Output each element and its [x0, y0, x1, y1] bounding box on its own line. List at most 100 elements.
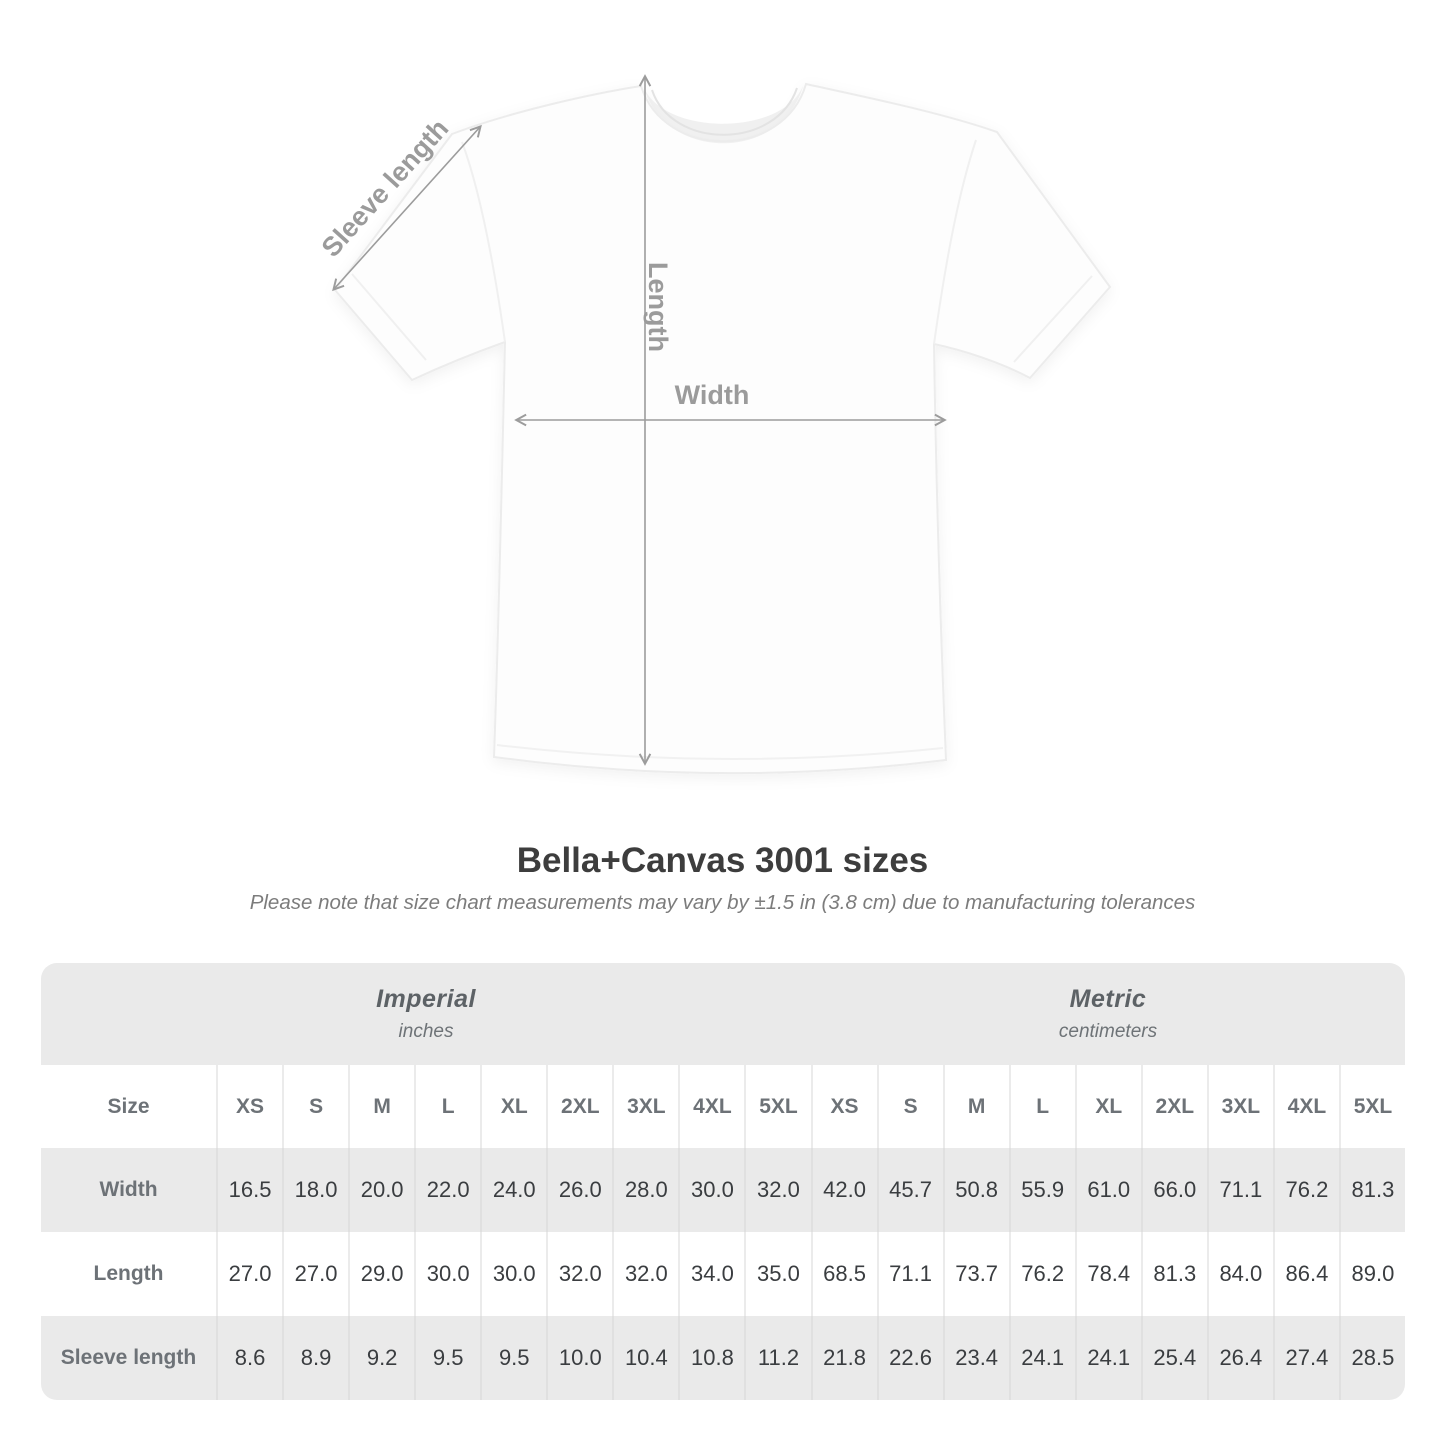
- cell-imperial-width-xs: 16.5: [216, 1148, 282, 1232]
- sleeve-length-arrow: [332, 124, 482, 292]
- cell-metric-sleeve-length-5xl: 28.5: [1338, 1316, 1405, 1400]
- cell-metric-width-2xl: 66.0: [1140, 1148, 1207, 1232]
- size-header-imperial-m: M: [348, 1065, 414, 1148]
- cell-metric-length-s: 71.1: [876, 1232, 943, 1316]
- cell-imperial-length-2xl: 32.0: [546, 1232, 612, 1316]
- cell-imperial-width-2xl: 26.0: [546, 1148, 612, 1232]
- tshirt-diagram: Sleeve length Length Width: [310, 55, 1140, 795]
- cell-metric-sleeve-length-xs: 21.8: [810, 1316, 877, 1400]
- cell-metric-length-xs: 68.5: [810, 1232, 877, 1316]
- cell-metric-sleeve-length-xl: 24.1: [1074, 1316, 1141, 1400]
- collar-shadow: [644, 86, 803, 144]
- table-row-length: Length 27.0 27.0 29.0 30.0 30.0 32.0 32.0 34.0 35…: [41, 1232, 1405, 1316]
- cell-metric-width-4xl: 76.2: [1272, 1148, 1339, 1232]
- size-header-imperial-5xl: 5XL: [744, 1065, 810, 1148]
- cell-metric-sleeve-length-m: 23.4: [942, 1316, 1009, 1400]
- unit-group-metric: Metric centimeters: [811, 963, 1405, 1065]
- cell-metric-length-2xl: 81.3: [1140, 1232, 1207, 1316]
- size-header-metric-xs: XS: [810, 1065, 877, 1148]
- cell-imperial-sleeve-length-s: 8.9: [282, 1316, 348, 1400]
- cell-metric-width-3xl: 71.1: [1206, 1148, 1273, 1232]
- cell-imperial-length-xs: 27.0: [216, 1232, 282, 1316]
- cell-metric-sleeve-length-s: 22.6: [876, 1316, 943, 1400]
- table-row-width: Width 16.5 18.0 20.0 22.0 24.0 26.0 28.0 30.0 32.…: [41, 1148, 1405, 1232]
- size-header-metric-2xl: 2XL: [1140, 1065, 1207, 1148]
- size-header-metric-m: M: [942, 1065, 1009, 1148]
- cell-imperial-width-xl: 24.0: [480, 1148, 546, 1232]
- cell-imperial-sleeve-length-4xl: 10.8: [678, 1316, 744, 1400]
- cell-imperial-length-m: 29.0: [348, 1232, 414, 1316]
- table-row-sleeve-length: Sleeve length 8.6 8.9 9.2 9.5 9.5 10.0 10.4 10.8…: [41, 1316, 1405, 1400]
- cell-metric-width-l: 55.9: [1008, 1148, 1075, 1232]
- cell-metric-width-5xl: 81.3: [1338, 1148, 1405, 1232]
- cell-metric-sleeve-length-4xl: 27.4: [1272, 1316, 1339, 1400]
- size-header-metric-xl: XL: [1074, 1065, 1141, 1148]
- right-cuff-line: [1013, 275, 1093, 363]
- size-header-metric-4xl: 4XL: [1272, 1065, 1339, 1148]
- cell-imperial-width-4xl: 30.0: [678, 1148, 744, 1232]
- cell-metric-sleeve-length-2xl: 25.4: [1140, 1316, 1207, 1400]
- size-header-metric-l: L: [1008, 1065, 1075, 1148]
- unit-group-name: Metric: [1069, 985, 1147, 1013]
- cell-imperial-width-3xl: 28.0: [612, 1148, 678, 1232]
- size-header-imperial-xl: XL: [480, 1065, 546, 1148]
- cell-imperial-length-5xl: 35.0: [744, 1232, 810, 1316]
- cell-imperial-length-3xl: 32.0: [612, 1232, 678, 1316]
- tshirt-svg: Sleeve length Length Width: [316, 74, 1112, 775]
- tolerance-note: Please note that size chart measurements…: [249, 891, 1196, 914]
- cell-metric-width-s: 45.7: [876, 1148, 943, 1232]
- cell-metric-width-xl: 61.0: [1074, 1148, 1141, 1232]
- cell-metric-width-m: 50.8: [942, 1148, 1009, 1232]
- cell-metric-length-xl: 78.4: [1074, 1232, 1141, 1316]
- right-sleeve-seam: [933, 139, 977, 345]
- cell-metric-sleeve-length-l: 24.1: [1008, 1316, 1075, 1400]
- collar-band-line: [651, 87, 798, 136]
- cell-metric-length-4xl: 86.4: [1272, 1232, 1339, 1316]
- cell-imperial-width-5xl: 32.0: [744, 1148, 810, 1232]
- size-header-imperial-l: L: [414, 1065, 480, 1148]
- size-table-grid: Size XS S M L XL 2XL 3XL 4XL 5XL XS S M L XL 2XL 3XL 4XL 5…: [41, 1065, 1405, 1400]
- cell-imperial-sleeve-length-5xl: 11.2: [744, 1316, 810, 1400]
- cell-imperial-sleeve-length-3xl: 10.4: [612, 1316, 678, 1400]
- size-header-metric-3xl: 3XL: [1206, 1065, 1273, 1148]
- cell-metric-length-m: 73.7: [942, 1232, 1009, 1316]
- unit-group-unit: centimeters: [1058, 1021, 1158, 1042]
- unit-group-imperial: Imperial inches: [41, 963, 811, 1065]
- page-title: Bella+Canvas 3001 sizes: [516, 841, 929, 880]
- cell-imperial-sleeve-length-xs: 8.6: [216, 1316, 282, 1400]
- cell-imperial-length-4xl: 34.0: [678, 1232, 744, 1316]
- cell-metric-length-l: 76.2: [1008, 1232, 1075, 1316]
- size-header-imperial-2xl: 2XL: [546, 1065, 612, 1148]
- row-label-length: Length: [93, 1262, 164, 1285]
- cell-metric-sleeve-length-3xl: 26.4: [1206, 1316, 1273, 1400]
- size-header-imperial-4xl: 4XL: [678, 1065, 744, 1148]
- width-label: Width: [675, 380, 750, 410]
- size-header-metric-s: S: [876, 1065, 943, 1148]
- cell-imperial-sleeve-length-l: 9.5: [414, 1316, 480, 1400]
- cell-imperial-sleeve-length-m: 9.2: [348, 1316, 414, 1400]
- cell-metric-length-3xl: 84.0: [1206, 1232, 1273, 1316]
- cell-metric-width-xs: 42.0: [810, 1148, 877, 1232]
- cell-imperial-length-xl: 30.0: [480, 1232, 546, 1316]
- size-table: Imperial inches Metric centimeters Size X…: [41, 963, 1405, 1400]
- size-header-imperial-3xl: 3XL: [612, 1065, 678, 1148]
- tshirt-shape: [333, 82, 1112, 775]
- cell-imperial-width-m: 20.0: [348, 1148, 414, 1232]
- row-label-sleeve-length: Sleeve length: [60, 1346, 197, 1369]
- size-header-metric-5xl: 5XL: [1338, 1065, 1405, 1148]
- size-column-header: Size: [107, 1094, 150, 1118]
- size-header-imperial-s: S: [282, 1065, 348, 1148]
- unit-header-band: Imperial inches Metric centimeters: [41, 963, 1405, 1065]
- hem-stitch-line: [496, 744, 944, 760]
- size-header-row: Size XS S M L XL 2XL 3XL 4XL 5XL XS S M L XL 2XL 3XL 4XL 5…: [41, 1065, 1405, 1148]
- length-label: Length: [643, 262, 673, 352]
- cell-imperial-length-s: 27.0: [282, 1232, 348, 1316]
- cell-imperial-sleeve-length-xl: 9.5: [480, 1316, 546, 1400]
- cell-imperial-width-l: 22.0: [414, 1148, 480, 1232]
- size-header-imperial-xs: XS: [216, 1065, 282, 1148]
- cell-imperial-sleeve-length-2xl: 10.0: [546, 1316, 612, 1400]
- row-label-width: Width: [99, 1178, 158, 1201]
- cell-imperial-length-l: 30.0: [414, 1232, 480, 1316]
- unit-group-unit: inches: [398, 1021, 454, 1042]
- cell-metric-length-5xl: 89.0: [1338, 1232, 1405, 1316]
